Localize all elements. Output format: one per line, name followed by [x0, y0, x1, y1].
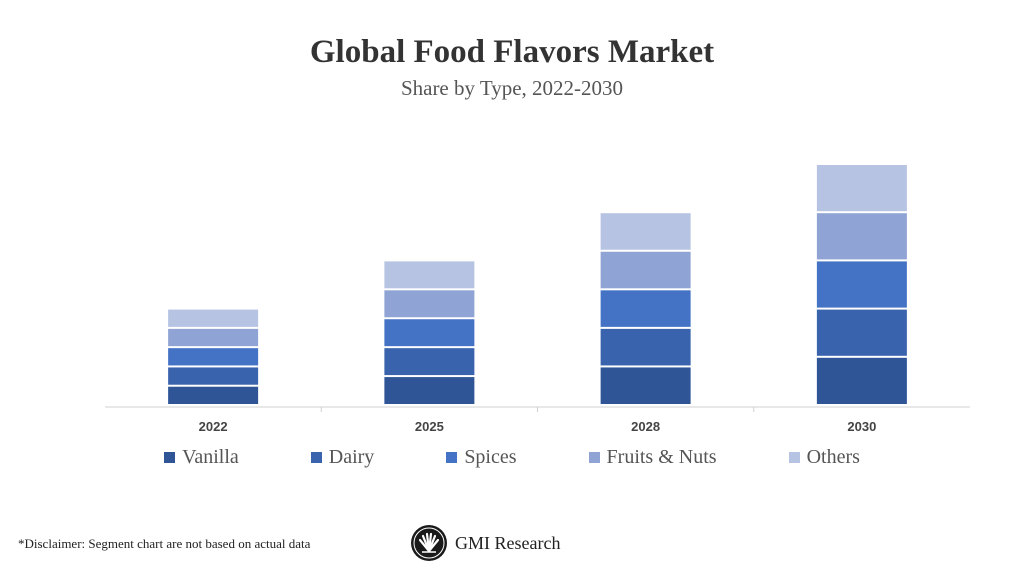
bar-segment-spices-2030 [816, 261, 907, 308]
legend-item: Vanilla [164, 446, 239, 469]
bar-segment-spices-2022 [168, 348, 259, 366]
bar-segment-dairy-2025 [384, 348, 475, 376]
x-tick-label: 2025 [415, 419, 444, 434]
legend-label: Fruits & Nuts [606, 446, 717, 468]
bar-segment-vanilla-2022 [168, 386, 259, 404]
bar-segment-dairy-2028 [600, 328, 691, 366]
bar-segment-others-2028 [600, 213, 691, 250]
brand-logo: GMI Research [410, 524, 560, 562]
legend-swatch [310, 452, 322, 463]
legend-swatch [788, 452, 800, 463]
bar-segment-dairy-2030 [816, 309, 907, 356]
legend-item: Fruits & Nuts [588, 446, 717, 469]
chart-subtitle: Share by Type, 2022-2030 [400, 76, 624, 100]
legend-swatch [588, 452, 600, 463]
bar-segment-fruits-nuts-2030 [816, 213, 907, 260]
bar-segment-others-2022 [168, 309, 259, 327]
legend-item: Spices [446, 446, 517, 469]
x-tick-label: 2028 [631, 419, 660, 434]
bar-segment-vanilla-2025 [384, 377, 475, 404]
legend-item: Dairy [310, 446, 375, 469]
x-tick-label: 2022 [199, 419, 228, 434]
legend: Vanilla Dairy Spices Fruits & Nuts Others [0, 446, 1024, 469]
chart-title: Global Food Flavors Market [309, 34, 715, 70]
legend-item: Others [788, 446, 860, 469]
legend-label: Vanilla [182, 446, 239, 468]
x-tick-label: 2030 [847, 419, 876, 434]
bar-segment-vanilla-2030 [816, 357, 907, 404]
brand-name: GMI Research [455, 532, 561, 553]
bar-segment-fruits-nuts-2028 [600, 251, 691, 289]
legend-swatch [164, 452, 176, 463]
bar-segment-spices-2025 [384, 319, 475, 347]
bar-segment-fruits-nuts-2025 [384, 290, 475, 318]
bar-segment-vanilla-2028 [600, 367, 691, 404]
bar-segment-dairy-2022 [168, 367, 259, 385]
bar-segment-others-2030 [816, 165, 907, 212]
fan-logo-icon [411, 525, 447, 561]
legend-label: Spices [464, 446, 517, 468]
bar-segment-others-2025 [384, 261, 475, 289]
legend-swatch [446, 452, 458, 463]
bar-segment-spices-2028 [600, 290, 691, 327]
bar-segment-fruits-nuts-2022 [168, 328, 259, 347]
legend-label: Others [806, 446, 860, 468]
disclaimer: *Disclaimer: Segment chart are not based… [18, 536, 311, 551]
legend-label: Dairy [328, 446, 375, 468]
